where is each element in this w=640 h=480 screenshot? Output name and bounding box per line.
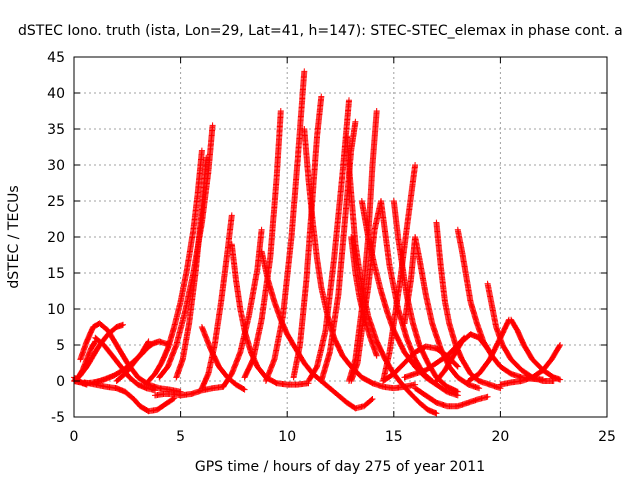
- y-tick-label: 20: [47, 230, 65, 246]
- axis-ticks: 0 5 10 15 20 25 -5 0 5 10 15 20 25 30 35 40 45: [47, 50, 616, 445]
- data-arc: [173, 154, 210, 381]
- x-tick-label: 20: [491, 429, 509, 445]
- data-point-markers: [173, 154, 210, 381]
- data-point-markers: [465, 316, 512, 384]
- y-tick-label: 10: [47, 302, 65, 318]
- x-tick-label: 5: [176, 429, 185, 445]
- data-arc: [241, 108, 284, 381]
- y-tick-label: 15: [47, 266, 65, 282]
- data-arc: [465, 316, 512, 384]
- y-tick-label: -5: [51, 410, 65, 426]
- data-point-markers: [81, 379, 178, 415]
- data-arc: [380, 343, 461, 384]
- data-point-markers: [198, 212, 235, 392]
- data-arc: [290, 93, 325, 381]
- data-point-markers: [145, 147, 205, 384]
- data-arc: [497, 342, 564, 388]
- data-arc: [412, 385, 491, 410]
- y-tick-label: 40: [47, 86, 65, 102]
- x-tick-label: 15: [385, 429, 403, 445]
- data-point-markers: [113, 338, 152, 384]
- y-tick-label: 0: [56, 374, 65, 390]
- data-point-markers: [152, 383, 227, 399]
- x-tick-label: 10: [278, 429, 296, 445]
- y-tick-label: 25: [47, 194, 65, 210]
- x-tick-label: 25: [598, 429, 616, 445]
- y-tick-label: 35: [47, 122, 65, 138]
- data-arc: [198, 212, 235, 392]
- y-tick-label: 5: [56, 338, 65, 354]
- x-tick-label: 0: [70, 429, 79, 445]
- data-arc: [220, 226, 265, 390]
- data-point-markers: [228, 241, 312, 388]
- data-arc: [145, 147, 205, 384]
- y-tick-label: 30: [47, 158, 65, 174]
- y-axis-label: dSTEC / TECUs: [6, 185, 22, 288]
- data-point-markers: [380, 343, 461, 384]
- data-arc: [262, 68, 308, 384]
- data-point-markers: [497, 342, 564, 388]
- data-arc: [77, 320, 184, 395]
- data-point-markers: [220, 226, 265, 390]
- data-arc: [152, 383, 227, 399]
- data-point-markers: [241, 108, 284, 381]
- data-point-markers: [290, 93, 325, 381]
- data-point-markers: [412, 385, 491, 410]
- data-point-markers: [262, 68, 308, 384]
- data-arc: [113, 338, 152, 384]
- data-arc: [228, 241, 312, 388]
- data-arc: [81, 379, 178, 415]
- chart-title: dSTEC Iono. truth (ista, Lon=29, Lat=41,…: [18, 23, 623, 39]
- x-axis-label: GPS time / hours of day 275 of year 2011: [195, 459, 485, 475]
- data-arc: [305, 97, 352, 384]
- data-points: [71, 68, 564, 417]
- data-point-markers: [77, 320, 184, 395]
- data-point-markers: [305, 97, 352, 384]
- y-tick-label: 45: [47, 50, 65, 66]
